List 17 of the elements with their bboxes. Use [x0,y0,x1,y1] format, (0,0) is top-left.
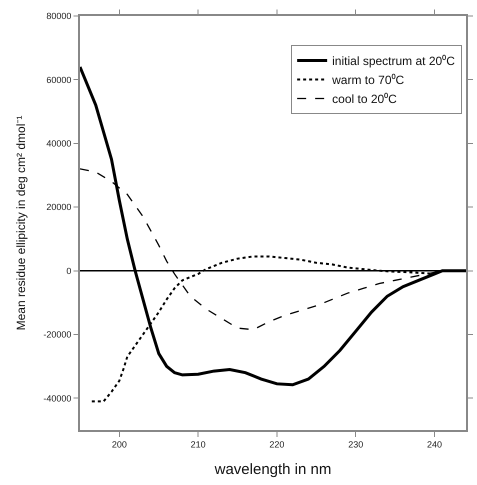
legend-label: cool to 20⁰C [332,92,398,106]
x-tick-label: 240 [426,440,442,450]
x-tick-label: 210 [190,440,206,450]
y-tick-label: 0 [66,266,72,276]
x-tick-label: 200 [112,440,127,450]
y-tick-label: -40000 [43,393,72,404]
y-tick-label: 20000 [46,202,72,212]
y-tick-label: -20000 [43,330,72,340]
x-tick-label: 230 [348,440,364,450]
x-axis-title: wavelength in nm [214,461,332,478]
y-tick-label: 60000 [46,74,72,85]
legend-label: warm to 70⁰C [331,73,404,88]
legend-label: initial spectrum at 20⁰C [332,54,456,68]
x-tick-label: 220 [269,440,284,450]
y-axis-title: Mean residue ellipicity in deg cm² dmol⁻¹ [14,116,28,330]
y-tick-label: 80000 [46,11,72,22]
y-tick-label: 40000 [46,138,72,149]
